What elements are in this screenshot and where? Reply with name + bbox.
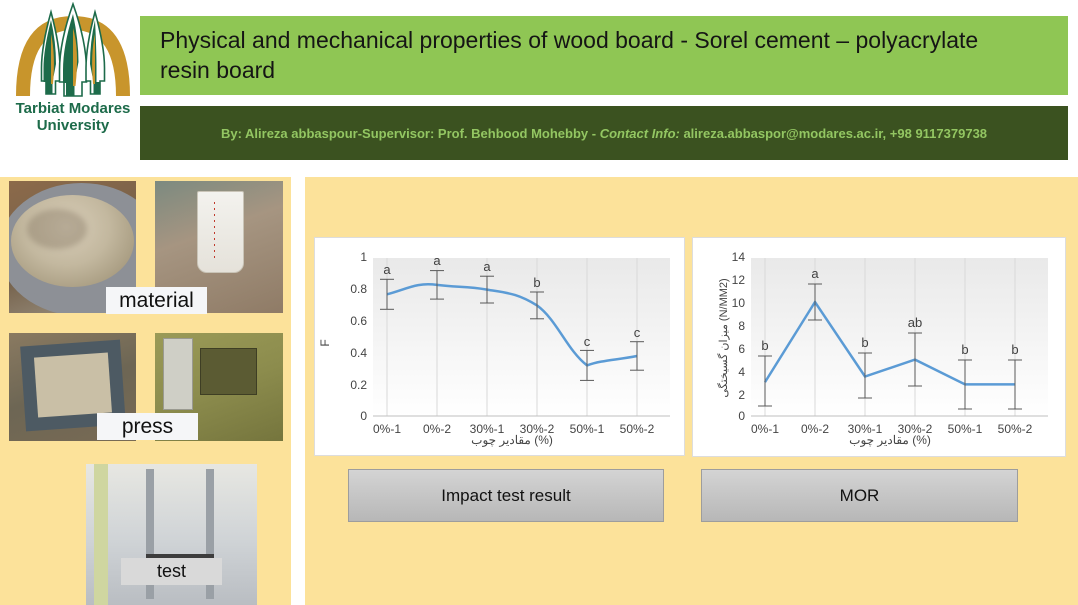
svg-text:8: 8 <box>738 319 745 333</box>
svg-text:14: 14 <box>732 250 746 264</box>
svg-text:a: a <box>811 266 819 281</box>
svg-text:a: a <box>433 253 441 268</box>
svg-text:10: 10 <box>732 296 746 310</box>
svg-text:50%-1: 50%-1 <box>570 422 605 436</box>
svg-text:b: b <box>861 335 868 350</box>
svg-text:0%-2: 0%-2 <box>423 422 451 436</box>
svg-text:a: a <box>483 259 491 274</box>
svg-text:0%-2: 0%-2 <box>801 422 829 436</box>
svg-text:0.6: 0.6 <box>350 314 367 328</box>
svg-text:50%-2: 50%-2 <box>620 422 655 436</box>
svg-text:50%-1: 50%-1 <box>948 422 983 436</box>
svg-text:0%-1: 0%-1 <box>751 422 779 436</box>
svg-text:6: 6 <box>738 342 745 356</box>
svg-text:0.4: 0.4 <box>350 346 367 360</box>
svg-text:12: 12 <box>732 273 746 287</box>
svg-text:c: c <box>634 325 641 340</box>
svg-text:مقادیر چوب (%): مقادیر چوب (%) <box>471 433 553 447</box>
svg-text:0.2: 0.2 <box>350 378 367 392</box>
svg-text:50%-2: 50%-2 <box>998 422 1033 436</box>
svg-text:a: a <box>383 262 391 277</box>
svg-text:F: F <box>318 339 332 346</box>
svg-text:0.8: 0.8 <box>350 282 367 296</box>
svg-text:مقادیر چوب (%): مقادیر چوب (%) <box>849 433 931 447</box>
svg-text:ab: ab <box>908 315 922 330</box>
svg-text:c: c <box>584 334 591 349</box>
svg-text:b: b <box>961 342 968 357</box>
svg-text:0%-1: 0%-1 <box>373 422 401 436</box>
svg-text:1: 1 <box>360 250 367 264</box>
svg-text:میزان گسیختگی (N/MM2): میزان گسیختگی (N/MM2) <box>717 278 730 397</box>
svg-text:0: 0 <box>360 409 367 423</box>
svg-text:b: b <box>1011 342 1018 357</box>
svg-text:4: 4 <box>738 365 745 379</box>
svg-text:2: 2 <box>738 388 745 402</box>
svg-text:b: b <box>761 338 768 353</box>
svg-text:0: 0 <box>738 409 745 423</box>
svg-text:b: b <box>533 275 540 290</box>
